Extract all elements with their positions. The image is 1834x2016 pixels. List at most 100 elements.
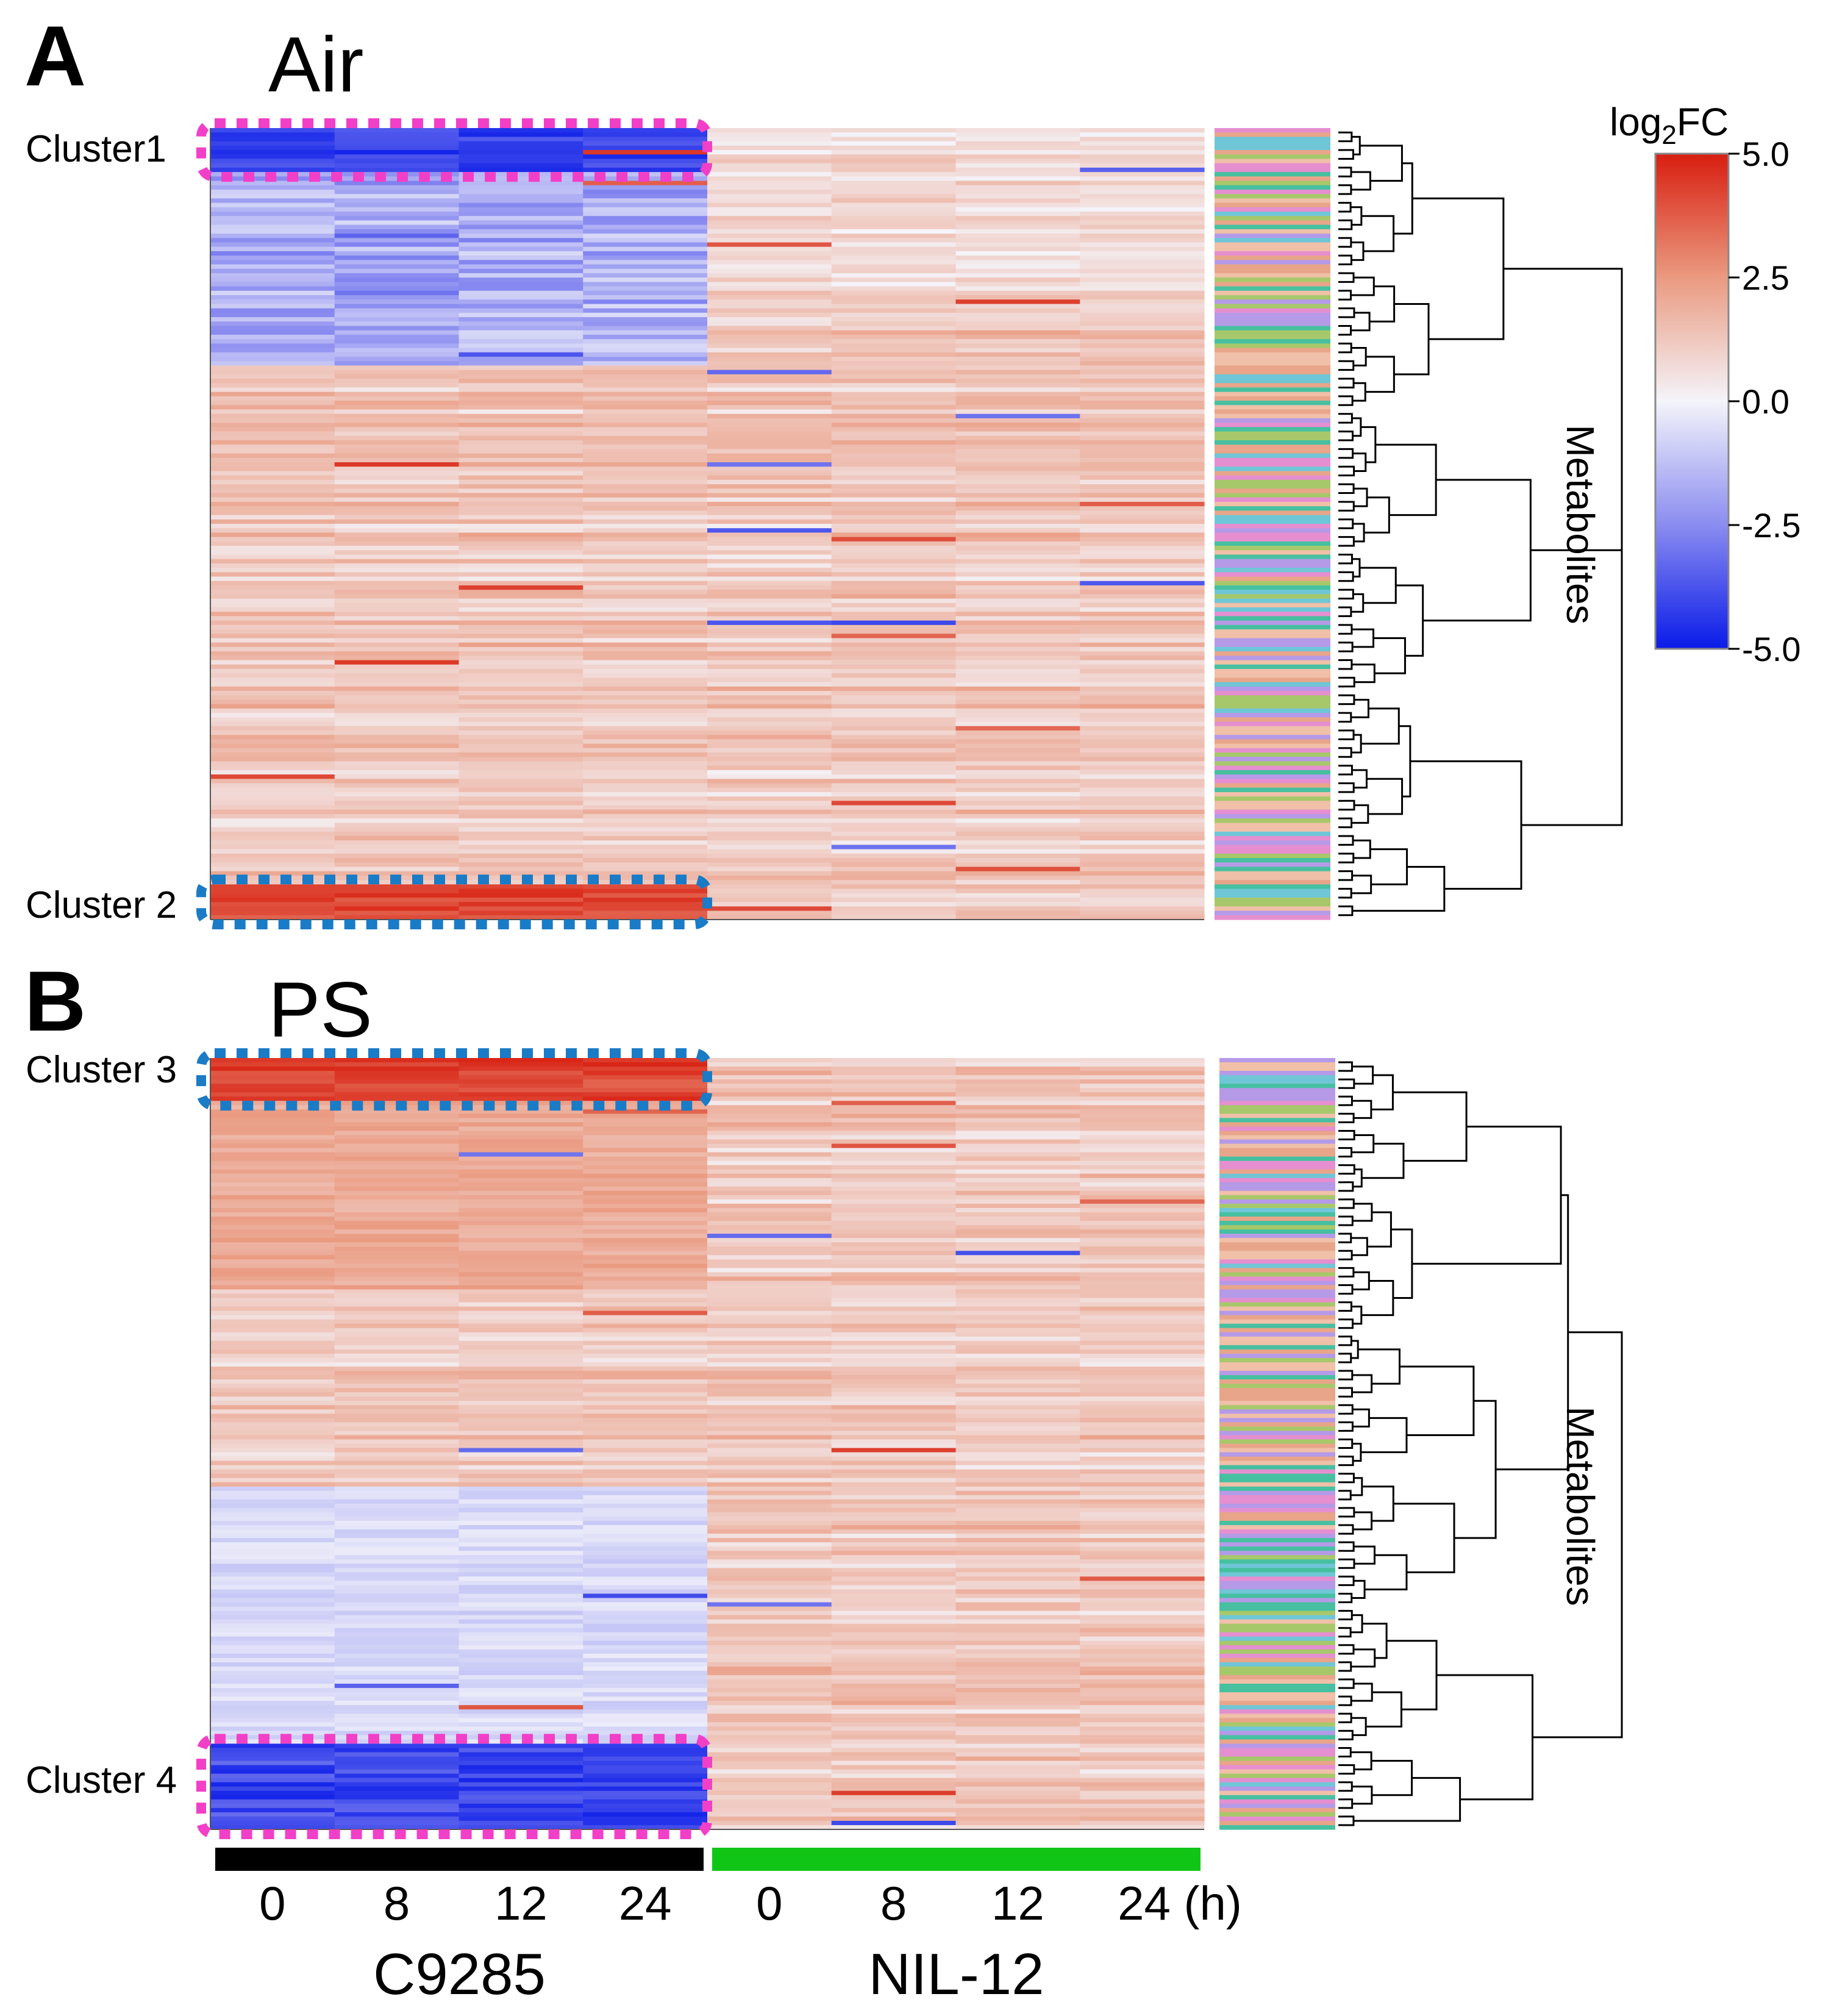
heatmap-cell [831,1718,957,1723]
heatmap-cell [1080,1752,1205,1757]
heatmap-cell [955,638,1080,643]
dendrogram-branch [1344,1232,1352,1243]
heatmap-cell [955,598,1080,604]
annotation-strip-cell [1215,840,1330,846]
heatmap-cell [707,858,832,863]
heatmap-cell [831,638,957,643]
heatmap-cell [831,304,957,309]
heatmap-cell [458,1105,583,1110]
heatmap-cell [583,1460,708,1466]
heatmap-cell [831,682,957,687]
heatmap-cell [831,1143,957,1149]
heatmap-cell [707,475,832,481]
dendrogram-branch [1344,166,1352,177]
heatmap-cell [707,1375,832,1380]
annotation-strip-cell [1219,1589,1335,1595]
heatmap-cell [458,1559,583,1564]
heatmap-cell [831,150,957,155]
heatmap-cell [1080,1367,1205,1371]
heatmap-cell [955,1268,1080,1273]
heatmap-cell [583,1469,708,1474]
heatmap-cell [831,1760,957,1766]
heatmap-cell [210,1748,335,1753]
heatmap-cell [831,1503,957,1509]
heatmap-cell [955,880,1080,885]
heatmap-cell [583,1234,708,1239]
heatmap-cell [707,1722,832,1727]
heatmap-cell [1080,1362,1205,1367]
dendrogram-branch [1344,307,1355,318]
heatmap-cell [707,1067,832,1071]
heatmap-cell [955,1101,1080,1106]
heatmap-cell [210,1610,335,1616]
dendrogram-branch [1351,1717,1367,1736]
heatmap-cell [1080,1414,1205,1418]
heatmap-cell [955,277,1080,282]
heatmap-cell [334,1516,460,1521]
heatmap-cell [1080,708,1205,713]
heatmap-cell [210,594,335,599]
heatmap-cell [831,704,957,709]
heatmap-cell [831,813,957,819]
heatmap-cell [210,1165,335,1170]
heatmap-cell [458,1058,583,1063]
heatmap-cell [955,818,1080,823]
heatmap-cell [458,1448,583,1453]
heatmap-cell [955,568,1080,573]
heatmap-cell [707,1546,832,1551]
heatmap-cell [334,1379,460,1384]
heatmap-cell [583,1692,708,1697]
heatmap-cell [831,1353,957,1359]
heatmap-cell [1080,1293,1205,1299]
heatmap-cell [1080,1512,1205,1517]
heatmap-cell [210,1598,335,1603]
heatmap-cell [707,431,832,437]
heatmap-cell [707,1534,832,1539]
heatmap-cell [955,1118,1080,1123]
heatmap-cell [831,1598,957,1603]
heatmap-cell [210,721,335,727]
heatmap-cell [707,1285,832,1290]
heatmap-cell [707,1388,832,1393]
heatmap-cell [831,735,957,740]
heatmap-cell [210,559,335,564]
heatmap-cell [831,321,957,327]
heatmap-cell [210,1670,335,1676]
heatmap-cell [707,1469,832,1474]
heatmap-cell [707,1516,832,1521]
heatmap-cell [707,1529,832,1534]
heatmap-cell [210,1820,335,1826]
annotation-strip-cell [1219,1371,1335,1376]
heatmap-cell [831,339,957,344]
heatmap-cell [458,1640,583,1646]
heatmap-cell [458,1234,583,1239]
heatmap-cell [707,585,832,590]
heatmap-cell [831,1414,957,1418]
heatmap-cell [334,202,460,208]
heatmap-cell [955,1782,1080,1787]
heatmap-cell [955,1217,1080,1221]
heatmap-cell [831,1507,957,1513]
heatmap-cell [955,334,1080,340]
annotation-strip-cell [1215,598,1330,604]
heatmap-cell [210,1692,335,1697]
heatmap-cell [334,1122,460,1128]
annotation-strip-cell [1219,1786,1335,1792]
heatmap-cell [1080,1636,1205,1642]
heatmap-cell [458,449,583,454]
heatmap-cell [210,884,335,890]
heatmap-cell [458,374,583,379]
heatmap-cell [458,1173,583,1179]
annotation-strip-cell [1215,646,1330,652]
heatmap-cell [831,1636,957,1642]
dendrogram-branch [1344,1404,1354,1415]
heatmap-cell [458,677,583,683]
heatmap-cell [458,1328,583,1333]
heatmap-cell [583,1559,708,1564]
heatmap-cell [707,880,832,885]
dendrogram-branch [1344,1249,1353,1260]
annotation-strip-cell [1215,559,1330,564]
heatmap-cell [1080,1649,1205,1654]
heatmap-cell [583,1084,708,1088]
annotation-strip-cell [1219,1696,1335,1701]
